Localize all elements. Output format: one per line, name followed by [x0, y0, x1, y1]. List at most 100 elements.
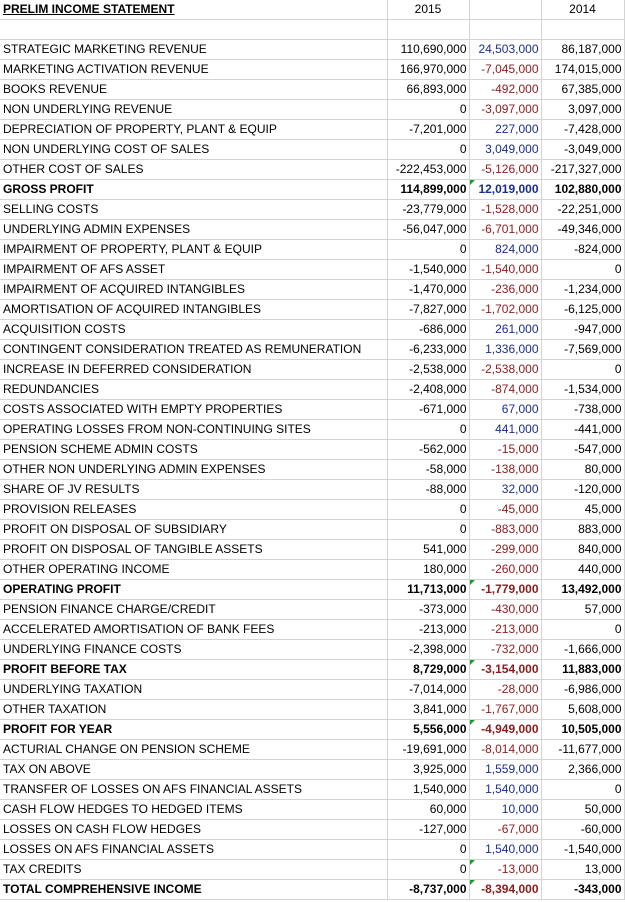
line-item-label[interactable]: NON UNDERLYING REVENUE — [0, 99, 388, 120]
line-item-label[interactable]: UNDERLYING TAXATION — [0, 679, 388, 700]
value-2015-cell[interactable]: -58,000 — [387, 459, 470, 480]
line-item-label[interactable]: TOTAL COMPREHENSIVE INCOME — [0, 879, 388, 900]
line-item-label[interactable]: LOSSES ON CASH FLOW HEDGES — [0, 819, 388, 840]
difference-cell[interactable]: -5,126,000 — [469, 159, 542, 180]
line-item-label[interactable]: STRATEGIC MARKETING REVENUE — [0, 39, 388, 60]
value-2015-cell[interactable]: 1,540,000 — [387, 779, 470, 800]
value-2015-cell[interactable]: -373,000 — [387, 599, 470, 620]
value-2014-cell[interactable] — [541, 19, 625, 40]
value-2014-cell[interactable]: -824,000 — [541, 239, 625, 260]
value-2014-cell[interactable]: -1,540,000 — [541, 839, 625, 860]
line-item-label[interactable]: UNDERLYING FINANCE COSTS — [0, 639, 388, 660]
line-item-label[interactable]: IMPAIRMENT OF PROPERTY, PLANT & EQUIP — [0, 239, 388, 260]
value-2014-cell[interactable]: 11,883,000 — [541, 659, 625, 680]
value-2015-cell[interactable]: -7,014,000 — [387, 679, 470, 700]
value-2014-cell[interactable]: 2,366,000 — [541, 759, 625, 780]
difference-cell[interactable]: -1,702,000 — [469, 299, 542, 320]
line-item-label[interactable]: TAX CREDITS — [0, 859, 388, 880]
value-2015-cell[interactable]: 11,713,000 — [387, 579, 470, 600]
difference-cell[interactable]: -874,000 — [469, 379, 542, 400]
line-item-label[interactable]: PROFIT FOR YEAR — [0, 719, 388, 740]
difference-cell[interactable]: -1,767,000 — [469, 699, 542, 720]
line-item-label[interactable]: IMPAIRMENT OF ACQUIRED INTANGIBLES — [0, 279, 388, 300]
value-2014-cell[interactable]: 13,492,000 — [541, 579, 625, 600]
difference-cell[interactable]: -7,045,000 — [469, 59, 542, 80]
difference-cell[interactable]: -260,000 — [469, 559, 542, 580]
line-item-label[interactable]: INCREASE IN DEFERRED CONSIDERATION — [0, 359, 388, 380]
value-2014-cell[interactable]: 50,000 — [541, 799, 625, 820]
value-2015-cell[interactable]: 0 — [387, 839, 470, 860]
line-item-label[interactable]: REDUNDANCIES — [0, 379, 388, 400]
value-2015-cell[interactable]: 166,970,000 — [387, 59, 470, 80]
value-2015-cell[interactable]: -562,000 — [387, 439, 470, 460]
difference-cell[interactable]: -430,000 — [469, 599, 542, 620]
difference-cell[interactable]: 1,336,000 — [469, 339, 542, 360]
line-item-label[interactable]: SHARE OF JV RESULTS — [0, 479, 388, 500]
line-item-label[interactable]: PENSION SCHEME ADMIN COSTS — [0, 439, 388, 460]
difference-cell[interactable]: 1,559,000 — [469, 759, 542, 780]
value-2014-cell[interactable]: 67,385,000 — [541, 79, 625, 100]
line-item-label[interactable]: PROVISION RELEASES — [0, 499, 388, 520]
value-2014-cell[interactable]: 45,000 — [541, 499, 625, 520]
line-item-label[interactable]: DEPRECIATION OF PROPERTY, PLANT & EQUIP — [0, 119, 388, 140]
difference-cell[interactable]: -236,000 — [469, 279, 542, 300]
value-2014-cell[interactable]: 57,000 — [541, 599, 625, 620]
value-2015-cell[interactable]: 110,690,000 — [387, 39, 470, 60]
line-item-label[interactable]: TAX ON ABOVE — [0, 759, 388, 780]
value-2015-cell[interactable]: -2,408,000 — [387, 379, 470, 400]
line-item-label[interactable]: OTHER NON UNDERLYING ADMIN EXPENSES — [0, 459, 388, 480]
difference-cell[interactable]: 261,000 — [469, 319, 542, 340]
value-2015-cell[interactable]: 60,000 — [387, 799, 470, 820]
line-item-label[interactable]: MARKETING ACTIVATION REVENUE — [0, 59, 388, 80]
difference-cell[interactable]: -67,000 — [469, 819, 542, 840]
difference-cell[interactable]: -3,154,000 — [469, 659, 542, 680]
value-2014-cell[interactable]: -6,125,000 — [541, 299, 625, 320]
value-2014-cell[interactable]: 0 — [541, 259, 625, 280]
line-item-label[interactable]: BOOKS REVENUE — [0, 79, 388, 100]
value-2014-cell[interactable]: -49,346,000 — [541, 219, 625, 240]
value-2015-cell[interactable]: -222,453,000 — [387, 159, 470, 180]
line-item-label[interactable] — [0, 19, 388, 40]
difference-cell[interactable]: 1,540,000 — [469, 779, 542, 800]
value-2015-cell[interactable]: 3,925,000 — [387, 759, 470, 780]
difference-cell[interactable]: -1,540,000 — [469, 259, 542, 280]
value-2014-cell[interactable]: -120,000 — [541, 479, 625, 500]
value-2014-cell[interactable]: -738,000 — [541, 399, 625, 420]
difference-header[interactable] — [469, 0, 542, 20]
difference-cell[interactable]: -299,000 — [469, 539, 542, 560]
line-item-label[interactable]: OPERATING PROFIT — [0, 579, 388, 600]
value-2015-cell[interactable]: -2,398,000 — [387, 639, 470, 660]
value-2015-cell[interactable]: 0 — [387, 239, 470, 260]
value-2014-cell[interactable]: -441,000 — [541, 419, 625, 440]
difference-cell[interactable]: 10,000 — [469, 799, 542, 820]
line-item-label[interactable]: SELLING COSTS — [0, 199, 388, 220]
value-2015-cell[interactable]: -213,000 — [387, 619, 470, 640]
line-item-label[interactable]: AMORTISATION OF ACQUIRED INTANGIBLES — [0, 299, 388, 320]
difference-cell[interactable] — [469, 19, 542, 40]
difference-cell[interactable]: 1,540,000 — [469, 839, 542, 860]
line-item-label[interactable]: ACTURIAL CHANGE ON PENSION SCHEME — [0, 739, 388, 760]
value-2015-cell[interactable]: -23,779,000 — [387, 199, 470, 220]
value-2014-cell[interactable]: 883,000 — [541, 519, 625, 540]
line-item-label[interactable]: PROFIT ON DISPOSAL OF TANGIBLE ASSETS — [0, 539, 388, 560]
value-2014-cell[interactable]: 10,505,000 — [541, 719, 625, 740]
difference-cell[interactable]: -1,528,000 — [469, 199, 542, 220]
difference-cell[interactable]: -6,701,000 — [469, 219, 542, 240]
difference-cell[interactable]: -2,538,000 — [469, 359, 542, 380]
value-2014-cell[interactable]: -343,000 — [541, 879, 625, 900]
value-2015-cell[interactable]: 180,000 — [387, 559, 470, 580]
statement-title[interactable]: PRELIM INCOME STATEMENT — [0, 0, 388, 20]
value-2014-cell[interactable]: -60,000 — [541, 819, 625, 840]
value-2014-cell[interactable]: -7,428,000 — [541, 119, 625, 140]
difference-cell[interactable]: -732,000 — [469, 639, 542, 660]
difference-cell[interactable]: -45,000 — [469, 499, 542, 520]
difference-cell[interactable]: -13,000 — [469, 859, 542, 880]
line-item-label[interactable]: UNDERLYING ADMIN EXPENSES — [0, 219, 388, 240]
value-2015-cell[interactable]: 0 — [387, 499, 470, 520]
value-2015-cell[interactable]: -1,470,000 — [387, 279, 470, 300]
value-2015-cell[interactable] — [387, 19, 470, 40]
value-2015-cell[interactable]: 0 — [387, 419, 470, 440]
difference-cell[interactable]: 3,049,000 — [469, 139, 542, 160]
value-2015-cell[interactable]: -127,000 — [387, 819, 470, 840]
value-2014-cell[interactable]: -6,986,000 — [541, 679, 625, 700]
